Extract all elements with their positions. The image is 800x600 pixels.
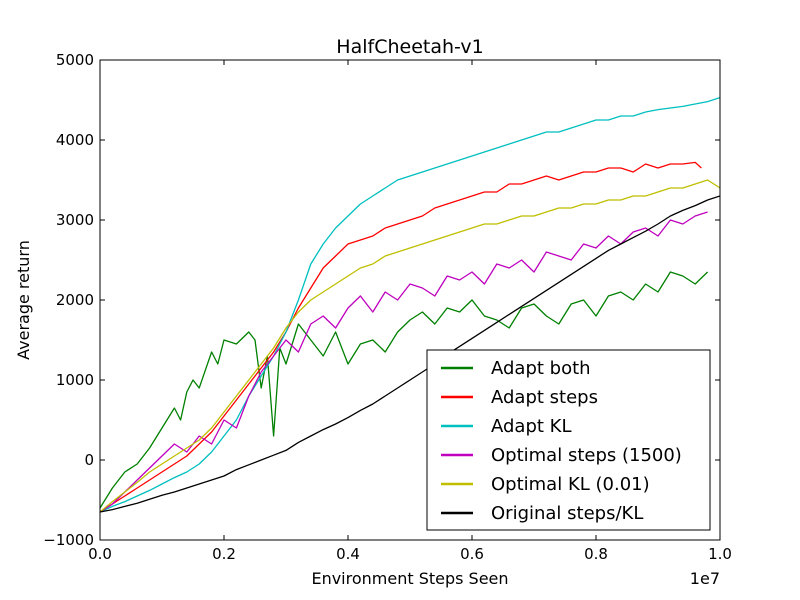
axes: 0.0 0.2 0.4 0.6 0.8 1.0 −1000 0 1000 2000 3000 4000… [43,51,732,563]
y-tick-label: 1000 [56,371,94,389]
series-line-6 [100,195,720,513]
x-tick-label: 0.0 [88,545,112,563]
y-tick-label: 4000 [56,131,94,149]
x-tick-label: 0.8 [584,545,608,563]
legend: Adapt both Adapt steps Adapt KL Optimal ste… [426,349,711,531]
y-axis-label: Average return [14,240,33,360]
x-tick-label: 1.0 [708,545,732,563]
legend-label-2: Adapt steps [491,387,598,408]
y-tick-label: 3000 [56,211,94,229]
series-line-3 [100,96,720,513]
legend-label-4: Optimal steps (1500) [491,445,682,466]
x-tick-label: 0.6 [460,545,484,563]
y-tick-label: 2000 [56,291,94,309]
x-tick-label: 0.4 [336,545,360,563]
x-tick-label: 0.2 [212,545,236,563]
legend-label-5: Optimal KL (0.01) [491,474,650,495]
plot-area [100,96,720,513]
y-tick-label: 5000 [56,51,94,69]
legend-label-1: Adapt both [491,358,591,379]
x-axis-multiplier: 1e7 [690,569,720,588]
series-lines [100,96,720,513]
legend-label-6: Original steps/KL [491,503,643,524]
series-line-1 [100,271,709,509]
series-line-5 [100,179,720,513]
legend-box [426,349,711,531]
y-tick-label: −1000 [43,531,94,549]
chart-title: HalfCheetah-v1 [336,36,483,58]
y-tick-label: 0 [84,451,94,469]
x-axis-label: Environment Steps Seen [311,569,508,588]
legend-label-3: Adapt KL [491,416,572,437]
series-line-2 [100,161,702,513]
